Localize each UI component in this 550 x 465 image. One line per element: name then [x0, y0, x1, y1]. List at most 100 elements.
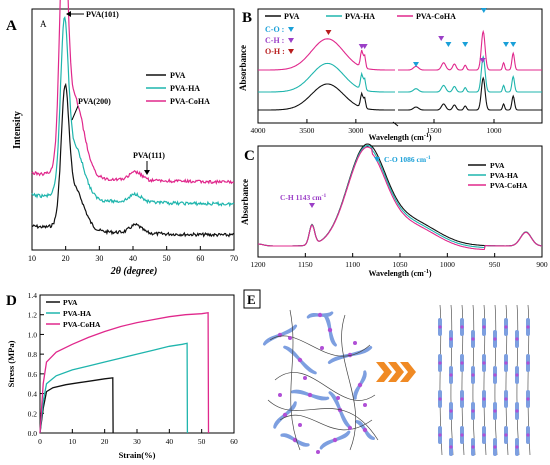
panel-b-legend-pva-ha: PVA-HA: [345, 12, 375, 21]
annot-pva101: PVA(101): [86, 10, 119, 19]
panel-b-xtick: 3500: [299, 126, 314, 135]
polymer-chain: [279, 414, 373, 431]
aligned-node: [515, 373, 519, 377]
annot-pva111-arrowhead: [144, 170, 150, 175]
polymer-chain: [269, 335, 371, 357]
aligned-node: [515, 409, 519, 413]
panel-d-ytick: 0.8: [28, 350, 38, 359]
aligned-node: [504, 361, 508, 365]
marker-legend-co: C-O :: [265, 25, 284, 34]
fiber-bundle: [283, 345, 317, 375]
aligned-node: [504, 397, 508, 401]
panel-a-xtick: 40: [129, 254, 137, 263]
aligned-node: [471, 337, 475, 341]
annot-pva200: PVA(200): [78, 97, 111, 106]
panel-c: C Absorbance Wavelength (cm-1) 1200 1150 1…: [240, 143, 548, 278]
panel-d-ytick: 0.2: [28, 409, 38, 418]
panel-b-axis-break: [392, 121, 399, 127]
aligned-node: [526, 361, 530, 365]
panel-d-ytick: 1.2: [28, 311, 38, 320]
aligned-node: [493, 409, 497, 413]
panel-b-series-pva-ha: [258, 55, 542, 93]
aligned-node: [482, 433, 486, 437]
panel-b-ticks: 4000 3500 3000 1500 1000: [251, 119, 502, 135]
panel-b-legend-pva-coha: PVA-CoHA: [416, 12, 456, 21]
polymer-chain: [267, 399, 379, 441]
panel-c-xtick: 1200: [251, 260, 266, 269]
panel-c-letter: C: [244, 148, 255, 164]
panel-b-xtick: 1000: [487, 126, 502, 135]
panel-a-legend: PVA PVA-HA PVA-CoHA: [146, 71, 210, 106]
panel-c-xlabel: Wavelength (cm-1): [369, 269, 432, 278]
crosslink-node: [278, 393, 282, 397]
panel-c-legend-pva-ha: PVA-HA: [490, 171, 519, 180]
panel-a-xtick: 10: [28, 254, 36, 263]
panel-b-xtick: 3000: [348, 126, 363, 135]
panel-e: E: [243, 289, 531, 456]
aligned-node: [438, 361, 442, 365]
panel-d-ytick: 0.6: [28, 370, 38, 379]
panel-a-inner-label: A: [40, 19, 47, 29]
panel-c-ticks: 1200 1150 1100 1050 1000 950 900: [251, 253, 548, 269]
aligned-chain: [516, 304, 520, 456]
panel-c-series-pva-coha: [258, 146, 543, 251]
aligned-node: [449, 445, 453, 449]
crosslink-node: [336, 396, 340, 400]
panel-c-legend: PVA PVA-HA PVA-CoHA: [468, 161, 528, 190]
crosslink-node: [288, 336, 292, 340]
panel-c-ch-mark: [309, 203, 315, 208]
crosslink-node: [363, 403, 367, 407]
aligned-node: [438, 397, 442, 401]
panel-d-ytick: 1.4: [28, 291, 38, 300]
panel-d-ytick: 0.4: [28, 390, 38, 399]
aligned-node: [449, 337, 453, 341]
panel-e-letter-box: [243, 289, 261, 309]
annot-pva200-arrow: [71, 105, 79, 121]
aligned-node: [482, 325, 486, 329]
aligned-node: [515, 445, 519, 449]
panel-c-annot-co: C-O 1086 cm-1: [384, 155, 431, 164]
aligned-chain: [494, 304, 498, 456]
panel-a: A A Intensity 2θ (degree) 10 20 30 40 50 60 70…: [6, 0, 238, 277]
panel-b-series-pva: [258, 76, 542, 111]
aligned-node: [460, 397, 464, 401]
panel-a-xtick: 70: [230, 254, 238, 263]
aligned-node: [460, 325, 464, 329]
fiber-bundle: [273, 401, 297, 429]
panel-b-xlabel: Wavelength (cm-1): [369, 133, 432, 142]
panel-a-ticks: 10 20 30 40 50 60 70: [28, 246, 238, 263]
fiber-bundle: [353, 370, 367, 400]
fiber-bundle: [355, 420, 375, 440]
aligned-node: [493, 337, 497, 341]
panel-d-series-pva-coha: [39, 311, 210, 434]
panel-c-xtick: 1000: [440, 260, 455, 269]
aligned-node: [460, 433, 464, 437]
panel-c-co-mark: [374, 157, 380, 162]
aligned-node: [493, 445, 497, 449]
panel-d-ylabel: Stress (MPa): [6, 340, 16, 387]
marker-legend-oh: O-H :: [265, 47, 285, 56]
panel-d-xtick: 0: [38, 437, 42, 446]
ch-mark: [479, 58, 486, 63]
crosslink-node: [298, 423, 302, 427]
aligned-node: [526, 397, 530, 401]
panel-a-series-pva: [31, 82, 235, 238]
panel-d-series: [39, 311, 210, 434]
aligned-node: [504, 325, 508, 329]
aligned-node: [438, 325, 442, 329]
panel-a-legend-pva: PVA: [170, 71, 186, 80]
marker-legend-oh-mark: [288, 49, 294, 54]
panel-a-xtick: 50: [163, 254, 171, 263]
panel-b: B Absorbance Wavelength (cm-1) 4000 3500 3…: [238, 8, 543, 142]
aligned-node: [482, 361, 486, 365]
co-mark: [445, 42, 452, 47]
panel-e-stretched-network: [438, 304, 531, 456]
co-mark: [413, 62, 419, 67]
panel-d-ticks: 0 10 20 30 40 50 60 0.0 0.2 0.4 0.6 0.8 1.0 1.2 1.4: [28, 291, 238, 446]
panel-c-annot-ch: C-H 1143 cm-1: [280, 193, 327, 202]
co-mark: [462, 42, 469, 47]
panel-a-xlabel: 2θ (degree): [110, 266, 158, 277]
co-mark: [503, 42, 509, 47]
panel-a-xtick: 20: [62, 254, 70, 263]
panel-a-series-pva-ha: [31, 16, 235, 208]
